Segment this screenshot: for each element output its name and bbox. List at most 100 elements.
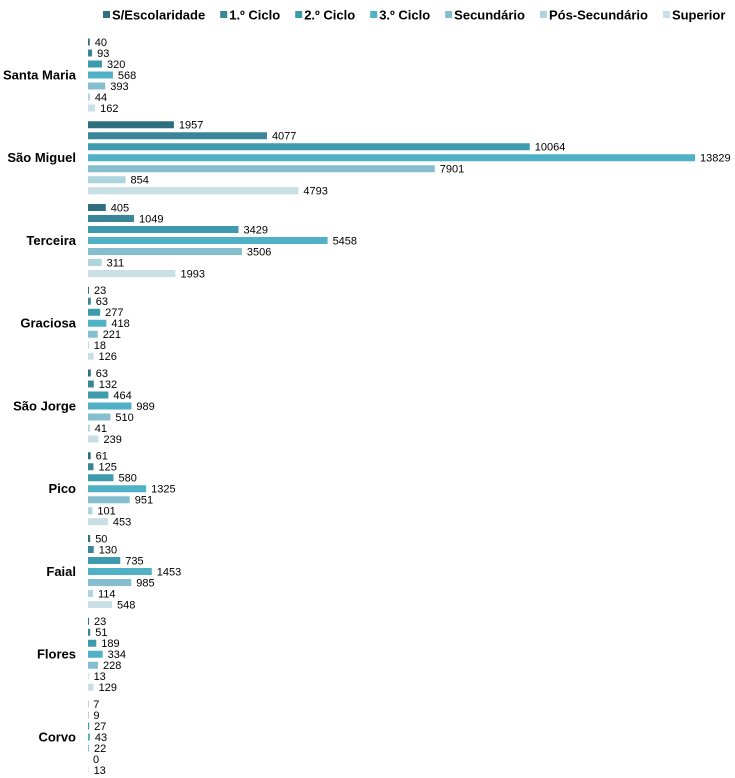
value-label: 7901: [440, 164, 464, 176]
value-label: 132: [99, 379, 117, 391]
value-label: 9: [93, 710, 99, 722]
value-label: 13: [94, 765, 106, 777]
category-label: Graciosa: [20, 316, 76, 331]
value-label: 580: [118, 473, 136, 485]
bar: [88, 579, 132, 586]
bar: [88, 672, 89, 680]
value-label: 405: [111, 202, 129, 214]
legend-label: Superior: [672, 7, 725, 22]
bar: [88, 237, 328, 244]
value-label: 1957: [179, 120, 203, 132]
category-label: Terceira: [26, 233, 76, 248]
value-label: 63: [96, 368, 108, 380]
bar: [88, 308, 101, 316]
value-label: 453: [113, 517, 131, 529]
legend-swatch: [220, 11, 228, 18]
bar: [88, 722, 90, 730]
value-label: 23: [94, 285, 106, 297]
value-label: 18: [94, 340, 106, 352]
bar: [88, 733, 90, 741]
value-label: 311: [107, 257, 125, 269]
value-label: 568: [118, 70, 136, 82]
value-label: 735: [125, 555, 143, 567]
bar: [88, 121, 174, 129]
value-label: 1049: [139, 213, 163, 225]
bar: [88, 496, 130, 504]
bar: [88, 683, 94, 691]
bar: [88, 402, 132, 410]
bar: [88, 557, 121, 564]
bar: [88, 330, 98, 338]
bar: [88, 226, 239, 233]
value-label: 3429: [244, 224, 268, 236]
value-label: 101: [97, 506, 115, 518]
bar: [88, 49, 93, 57]
legend-label: 3.º Ciclo: [379, 7, 430, 22]
bar: [88, 93, 90, 101]
value-label: 130: [99, 544, 117, 556]
bar: [88, 744, 89, 752]
bar: [88, 369, 91, 377]
bar: [88, 319, 107, 327]
bar: [88, 413, 111, 421]
legend-label: Pós-Secundário: [549, 7, 648, 22]
value-label: 221: [103, 329, 121, 341]
value-label: 13: [94, 671, 106, 683]
bar: [88, 639, 97, 647]
bar: [88, 650, 103, 658]
legend-swatch: [370, 11, 378, 18]
bar: [88, 507, 93, 515]
bar: [88, 341, 89, 349]
value-label: 1993: [180, 268, 204, 280]
value-label: 5458: [333, 235, 357, 247]
value-label: 22: [94, 743, 106, 755]
bar: [88, 474, 114, 482]
category-label: Santa Maria: [3, 67, 77, 82]
bar: [88, 518, 108, 526]
bar: [88, 165, 435, 173]
bar: [88, 187, 299, 195]
bar: [88, 270, 176, 277]
value-label: 61: [96, 451, 108, 463]
bar: [88, 463, 94, 471]
bar: [88, 590, 94, 597]
legend-swatch: [295, 11, 303, 18]
bar: [88, 60, 103, 68]
value-label: 989: [136, 401, 154, 413]
value-label: 393: [110, 81, 128, 93]
value-label: 510: [115, 412, 133, 424]
value-label: 985: [136, 577, 154, 589]
value-label: 129: [99, 682, 117, 694]
value-label: 464: [113, 390, 131, 402]
value-label: 1453: [157, 566, 181, 578]
value-label: 63: [96, 296, 108, 308]
bar: [88, 628, 91, 636]
bar: [88, 176, 126, 184]
value-label: 228: [103, 660, 121, 672]
value-label: 1325: [151, 484, 175, 496]
category-label: São Jorge: [13, 398, 76, 413]
bar: [88, 546, 94, 553]
value-label: 43: [95, 732, 107, 744]
value-label: 4793: [303, 186, 327, 198]
value-label: 189: [101, 638, 119, 650]
value-label: 44: [95, 92, 107, 104]
value-label: 93: [97, 48, 109, 60]
legend-swatch: [103, 11, 110, 18]
value-label: 951: [135, 495, 153, 507]
bar: [88, 259, 102, 266]
value-label: 7: [93, 699, 99, 711]
bar: [88, 535, 91, 542]
bar: [88, 766, 89, 774]
bar: [88, 568, 152, 575]
value-label: 0: [93, 754, 99, 766]
bar: [88, 661, 99, 669]
value-label: 40: [95, 37, 107, 49]
bar: [88, 215, 135, 222]
value-label: 125: [98, 462, 116, 474]
value-label: 27: [94, 721, 106, 733]
category-label: Corvo: [38, 729, 76, 744]
bar: [88, 485, 147, 493]
legend-label: 2.º Ciclo: [304, 7, 355, 22]
value-label: 51: [95, 627, 107, 639]
